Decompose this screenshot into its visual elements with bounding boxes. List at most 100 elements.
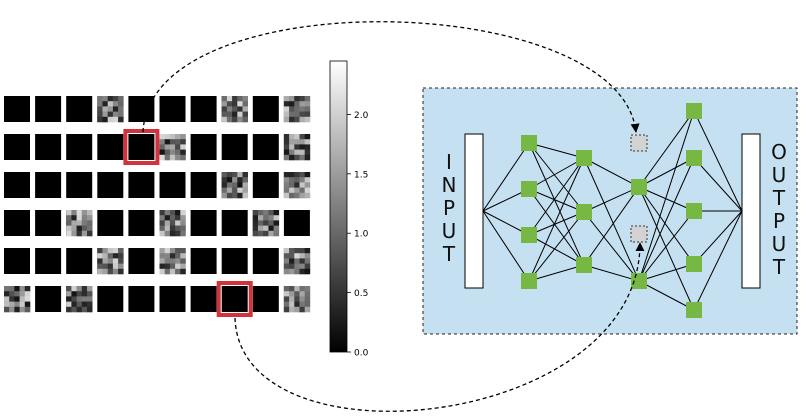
filter-tile bbox=[159, 248, 186, 275]
filter-tile bbox=[35, 134, 62, 160]
filter-tile bbox=[159, 134, 186, 161]
dropout-arrow-bottom bbox=[234, 242, 645, 412]
filter-tile bbox=[128, 172, 155, 198]
network-node bbox=[576, 204, 592, 220]
filter-tile bbox=[190, 96, 217, 122]
filter-tile bbox=[283, 286, 311, 313]
filter-tile bbox=[190, 134, 217, 160]
network-edge bbox=[528, 234, 585, 266]
input-letter: T bbox=[442, 242, 456, 266]
network-edge bbox=[528, 264, 585, 282]
network-edge bbox=[528, 188, 585, 266]
filter-tile bbox=[66, 172, 93, 198]
colorbar-ticks: 0.0 0.5 1.0 1.5 2.0 bbox=[347, 111, 369, 359]
filter-tile bbox=[97, 286, 124, 312]
colorbar: 0.0 0.5 1.0 1.5 2.0 bbox=[329, 60, 369, 359]
filter-tile bbox=[159, 96, 186, 122]
colorbar-tick-label: 1.0 bbox=[354, 230, 369, 240]
network-edge bbox=[528, 211, 585, 282]
filter-tile bbox=[97, 210, 124, 236]
filter-tile bbox=[128, 286, 155, 312]
filter-tile bbox=[66, 210, 93, 237]
network-nodes bbox=[521, 103, 702, 318]
output-letter: O bbox=[771, 140, 787, 164]
network-node bbox=[686, 103, 702, 119]
filter-tile bbox=[283, 172, 311, 199]
filter-tile bbox=[283, 134, 311, 161]
filter-tile bbox=[128, 134, 155, 160]
network-edge bbox=[638, 110, 695, 188]
dropout-arrow-top bbox=[142, 21, 640, 133]
network-edge bbox=[583, 186, 640, 213]
network-edge bbox=[638, 157, 695, 188]
network-edge bbox=[583, 211, 640, 282]
network-node bbox=[521, 227, 537, 243]
output-letter: U bbox=[772, 163, 787, 187]
filter-tile bbox=[97, 172, 124, 198]
filter-grid bbox=[4, 96, 311, 317]
network-node bbox=[631, 179, 647, 195]
network-edge bbox=[583, 186, 640, 266]
colorbar-tick-label: 0.5 bbox=[354, 289, 368, 299]
filter-tile bbox=[252, 96, 279, 122]
network-edge bbox=[693, 157, 743, 212]
filter-tile bbox=[221, 210, 248, 236]
output-bar bbox=[741, 133, 761, 289]
network-node bbox=[576, 257, 592, 273]
filter-tile bbox=[221, 286, 248, 312]
input-letter: U bbox=[442, 219, 457, 243]
filter-tile bbox=[66, 248, 93, 274]
network-edge bbox=[638, 186, 695, 311]
filter-tile bbox=[190, 248, 217, 274]
input-letter: P bbox=[443, 196, 455, 220]
filter-tile bbox=[97, 248, 124, 275]
network-edge bbox=[638, 186, 695, 212]
filter-tile bbox=[128, 248, 155, 274]
filter-tile bbox=[35, 172, 62, 198]
network-node bbox=[686, 302, 702, 318]
output-letter: T bbox=[772, 255, 786, 279]
filter-tile bbox=[190, 286, 217, 312]
filter-tile bbox=[35, 210, 62, 236]
network-node bbox=[686, 203, 702, 219]
output-letter: T bbox=[772, 186, 786, 210]
network-edges bbox=[482, 110, 743, 311]
filter-tile bbox=[190, 210, 217, 236]
filter-tile bbox=[97, 134, 124, 160]
network-edge bbox=[638, 210, 695, 282]
filter-tile bbox=[252, 210, 280, 237]
filter-tile bbox=[128, 210, 155, 236]
network-edge bbox=[528, 142, 585, 213]
network-edge bbox=[528, 142, 585, 159]
colorbar-tick-label: 0.0 bbox=[354, 349, 369, 359]
filter-tile bbox=[4, 286, 31, 313]
network-edge bbox=[528, 157, 585, 190]
filter-highlight bbox=[216, 281, 253, 317]
network-edge bbox=[528, 142, 585, 266]
filter-tile bbox=[4, 210, 30, 236]
filter-tile bbox=[35, 96, 62, 122]
network-node bbox=[686, 150, 702, 166]
filter-tile bbox=[4, 248, 30, 274]
filter-tile bbox=[252, 134, 279, 160]
network-edge bbox=[482, 210, 530, 282]
colorbar-gradient bbox=[329, 60, 348, 353]
dropped-node bbox=[630, 134, 648, 152]
filter-tile bbox=[159, 172, 186, 198]
filter-tile bbox=[66, 134, 93, 160]
filter-tile bbox=[283, 210, 310, 236]
filter-tile bbox=[159, 286, 186, 312]
colorbar-tick-label: 2.0 bbox=[354, 111, 369, 121]
network-node bbox=[521, 135, 537, 151]
network-edge bbox=[583, 157, 640, 282]
filter-tile bbox=[35, 286, 62, 312]
input-letter: I bbox=[446, 150, 452, 174]
filter-tile bbox=[4, 134, 30, 160]
colorbar-tick-label: 1.5 bbox=[354, 170, 368, 180]
dropped-node bbox=[630, 225, 648, 243]
network-edge bbox=[638, 263, 695, 282]
filter-tile bbox=[4, 96, 30, 122]
filter-tile bbox=[252, 248, 279, 274]
